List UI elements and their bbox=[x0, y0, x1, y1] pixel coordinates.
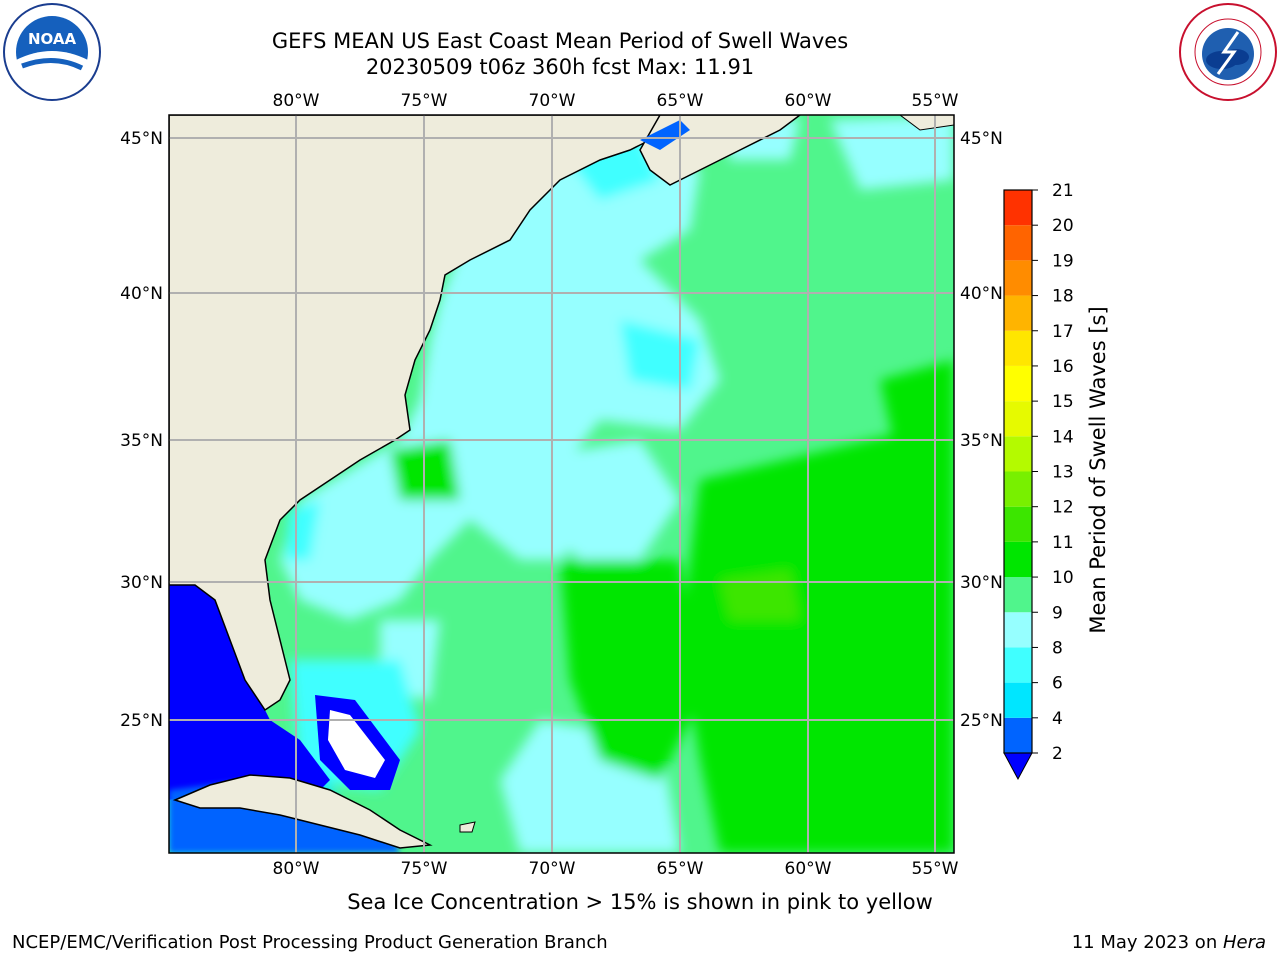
chart-title: GEFS MEAN US East Coast Mean Period of S… bbox=[271, 29, 849, 53]
colorbar-tick-label: 21 bbox=[1052, 181, 1074, 201]
lon-labels-bottom: 80°W 75°W 70°W 65°W 60°W 55°W bbox=[273, 859, 959, 879]
colorbar-tick-label: 13 bbox=[1052, 463, 1074, 483]
colorbar-tick-label: 2 bbox=[1052, 744, 1063, 764]
lon-label: 70°W bbox=[529, 91, 576, 111]
lon-label: 60°W bbox=[785, 859, 832, 879]
colorbar-under-triangle bbox=[1003, 752, 1033, 781]
noaa-logo-text: NOAA bbox=[28, 30, 77, 48]
cuba-land bbox=[172, 774, 433, 849]
lat-label: 30°N bbox=[960, 573, 1003, 593]
colorbar-tick-label: 16 bbox=[1052, 357, 1074, 377]
sea-ice-note: Sea Ice Concentration > 15% is shown in … bbox=[347, 890, 933, 914]
lon-label: 80°W bbox=[273, 859, 320, 879]
bahamas-shallow-area bbox=[328, 710, 385, 778]
colorbar-tick-label: 19 bbox=[1052, 251, 1074, 271]
colorbar-tick-label: 17 bbox=[1052, 322, 1074, 342]
footer-date: 11 May 2023 on Hera bbox=[1072, 932, 1266, 953]
colorbar-tick-label: 11 bbox=[1052, 533, 1074, 553]
chart-subtitle: 20230509 t06z 360h fcst Max: 11.91 bbox=[365, 55, 755, 79]
colorbar-segment bbox=[1004, 612, 1032, 648]
lon-label: 80°W bbox=[273, 91, 320, 111]
lat-label: 35°N bbox=[960, 431, 1003, 451]
colorbar-title: Mean Period of Swell Waves [s] bbox=[1086, 306, 1110, 634]
gulf-low-period-area bbox=[169, 580, 330, 810]
colorbar-tick-label: 9 bbox=[1052, 603, 1063, 623]
colorbar-segment bbox=[1004, 190, 1032, 226]
colorbar-tick-label: 12 bbox=[1052, 498, 1074, 518]
lon-label: 65°W bbox=[657, 859, 704, 879]
lat-label: 45°N bbox=[120, 129, 163, 149]
lon-labels-top: 80°W 75°W 70°W 65°W 60°W 55°W bbox=[273, 91, 959, 111]
footer-host: Hera bbox=[1222, 932, 1266, 953]
lon-label: 60°W bbox=[785, 91, 832, 111]
colorbar-tick-label: 8 bbox=[1052, 638, 1063, 658]
colorbar-segment bbox=[1004, 682, 1032, 718]
lat-labels-left: 45°N 40°N 35°N 30°N 25°N bbox=[120, 129, 163, 731]
lon-label: 70°W bbox=[529, 859, 576, 879]
colorbar-segment bbox=[1004, 471, 1032, 507]
colorbar-segment bbox=[1004, 260, 1032, 296]
colorbar-segment bbox=[1004, 541, 1032, 578]
colorbar-segment bbox=[1004, 647, 1032, 683]
footer-credit: NCEP/EMC/Verification Post Processing Pr… bbox=[12, 932, 608, 953]
lat-label: 30°N bbox=[120, 573, 163, 593]
map-panel bbox=[169, 115, 954, 853]
colorbar-segment bbox=[1004, 225, 1032, 261]
colorbar-segment bbox=[1004, 330, 1032, 366]
lon-label: 55°W bbox=[912, 859, 959, 879]
colorbar-segment bbox=[1004, 506, 1032, 542]
colorbar-tick-label: 15 bbox=[1052, 392, 1074, 412]
map-frame bbox=[168, 114, 955, 854]
lat-label: 35°N bbox=[120, 431, 163, 451]
newfoundland-land bbox=[899, 115, 954, 131]
colorbar-segment bbox=[1004, 295, 1032, 331]
lat-label: 25°N bbox=[120, 711, 163, 731]
lat-label: 45°N bbox=[960, 129, 1003, 149]
colorbar-segment bbox=[1004, 436, 1032, 472]
colorbar: 2 4 6 8 9 10 11 12 13 14 15 16 17 18 19 20 21 bbox=[1003, 181, 1074, 781]
colorbar-tick-label: 10 bbox=[1052, 568, 1074, 588]
noaa-logo-icon: NOAA bbox=[3, 3, 101, 101]
colorbar-tick-label: 6 bbox=[1052, 674, 1063, 694]
lon-label: 75°W bbox=[401, 91, 448, 111]
lon-label: 65°W bbox=[657, 91, 704, 111]
lat-label: 40°N bbox=[960, 284, 1003, 304]
lat-label: 25°N bbox=[960, 711, 1003, 731]
lon-label: 55°W bbox=[912, 91, 959, 111]
lon-label: 75°W bbox=[401, 859, 448, 879]
colorbar-tick-label: 4 bbox=[1052, 709, 1063, 729]
graticule bbox=[169, 115, 954, 853]
colorbar-segment bbox=[1004, 717, 1032, 753]
colorbar-tick-label: 14 bbox=[1052, 427, 1074, 447]
caribbean-island bbox=[459, 821, 476, 833]
nws-logo-icon bbox=[1179, 3, 1277, 101]
colorbar-tick-label: 20 bbox=[1052, 216, 1074, 236]
lat-label: 40°N bbox=[120, 284, 163, 304]
footer-date-text: 11 May 2023 on bbox=[1071, 932, 1223, 953]
bay-of-fundy bbox=[640, 120, 690, 150]
colorbar-segment bbox=[1004, 577, 1032, 613]
colorbar-segment bbox=[1004, 401, 1032, 437]
colorbar-segment bbox=[1004, 365, 1032, 402]
colorbar-tick-label: 18 bbox=[1052, 287, 1074, 307]
lat-labels-right: 45°N 40°N 35°N 30°N 25°N bbox=[960, 129, 1003, 731]
